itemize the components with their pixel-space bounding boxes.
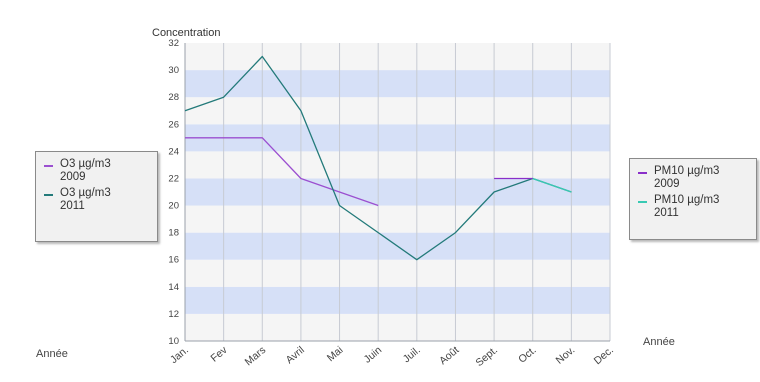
plot-band xyxy=(185,259,610,287)
x-tick-label: Avril xyxy=(284,344,307,366)
y-tick-label: 30 xyxy=(168,65,179,76)
series-line xyxy=(184,55,572,261)
y-tick-label: 20 xyxy=(168,201,179,212)
legend-swatch xyxy=(638,201,647,203)
plot-band xyxy=(185,178,610,206)
plot-band xyxy=(185,70,610,98)
legend-right: PM10 µg/m3 2009 PM10 µg/m3 2011 xyxy=(629,158,757,240)
legend-swatch xyxy=(44,194,53,196)
y-axis-label: Concentration xyxy=(152,27,221,39)
y-tick-label: 28 xyxy=(168,92,179,103)
x-tick-label: Mai xyxy=(325,344,346,364)
x-tick-label: Nov. xyxy=(554,344,578,367)
y-tick-label: 32 xyxy=(168,38,179,49)
legend-swatch xyxy=(44,165,53,167)
x-tick-label: Oct. xyxy=(516,344,538,366)
y-tick-label: 24 xyxy=(168,146,179,157)
x-tick-label: Août xyxy=(437,344,461,367)
y-tick-label: 10 xyxy=(168,336,179,347)
x-tick-label: Jan. xyxy=(168,344,191,366)
series-lines xyxy=(184,55,572,261)
plot-band xyxy=(185,286,610,314)
x-axis-label-right: Année xyxy=(643,336,675,348)
legend-left: O3 µg/m3 2009 O3 µg/m3 2011 xyxy=(35,151,158,242)
axis-lines xyxy=(184,43,610,342)
series-line xyxy=(532,177,572,193)
plot-bands xyxy=(185,43,610,341)
y-tick-label: 14 xyxy=(168,282,179,293)
legend-label: O3 µg/m3 2009 xyxy=(60,158,111,183)
x-tick-label: Sept. xyxy=(474,344,501,369)
y-tick-label: 18 xyxy=(168,228,179,239)
y-tick-label: 16 xyxy=(168,255,179,266)
plot-band xyxy=(185,97,610,125)
x-tick-label: Dec. xyxy=(592,344,616,367)
legend-item: O3 µg/m3 2009 xyxy=(44,158,149,184)
x-tick-label: Juin xyxy=(362,344,385,366)
legend-label: O3 µg/m3 2011 xyxy=(60,187,111,212)
plot-band xyxy=(185,205,610,233)
x-axis-label-left: Année xyxy=(36,348,68,360)
y-tick-label: 22 xyxy=(168,173,179,184)
y-tick-label: 26 xyxy=(168,119,179,130)
plot-band xyxy=(185,43,610,71)
legend-label: PM10 µg/m3 2009 xyxy=(654,165,720,190)
legend-item: PM10 µg/m3 2009 xyxy=(638,165,748,191)
legend-item: PM10 µg/m3 2011 xyxy=(638,194,748,220)
x-tick-labels: Jan. Fev Mars Avril Mai Juin Juil. Août Sept. Oct… xyxy=(168,344,616,369)
plot-band xyxy=(185,313,610,341)
legend-item: O3 µg/m3 2011 xyxy=(44,187,149,213)
y-tick-labels: 10 12 14 16 18 20 22 24 26 28 30 32 xyxy=(168,38,179,347)
plot-band xyxy=(185,151,610,179)
legend-label: PM10 µg/m3 2011 xyxy=(654,194,720,219)
series-line xyxy=(185,137,379,207)
y-tick-label: 12 xyxy=(168,309,179,320)
legend-swatch xyxy=(638,172,647,174)
x-tick-label: Fev xyxy=(208,344,230,365)
x-tick-label: Juil. xyxy=(401,344,423,365)
x-tick-label: Mars xyxy=(243,344,269,368)
